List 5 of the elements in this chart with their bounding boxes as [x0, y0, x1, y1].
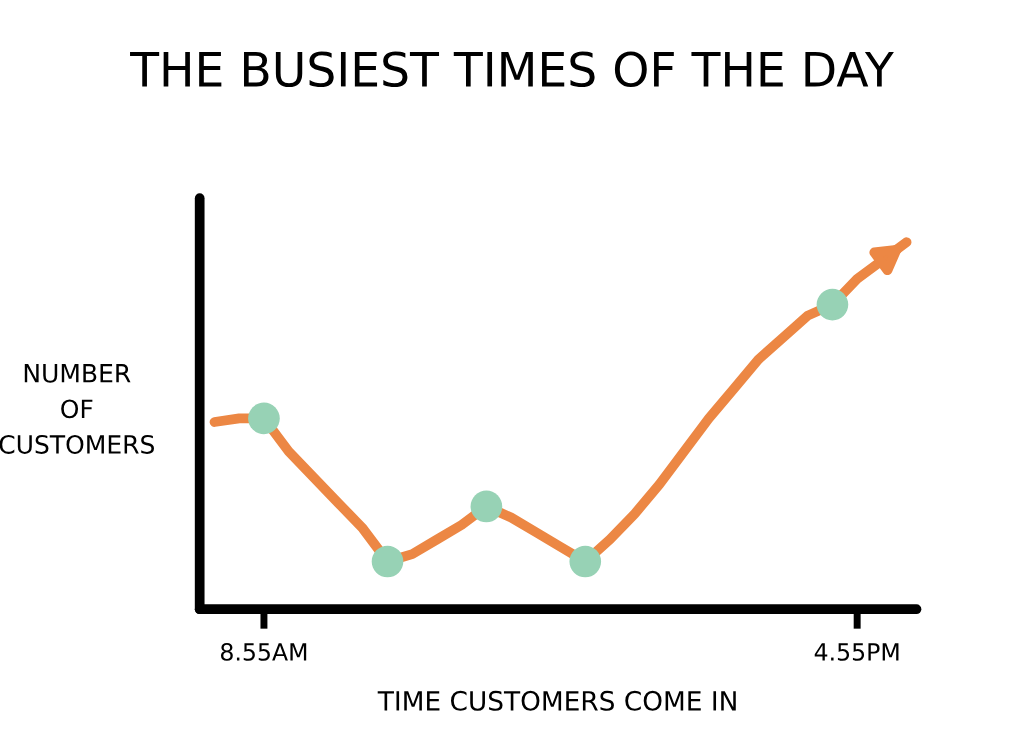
x-tick-label: 4.55PM [814, 643, 899, 661]
y-axis-title: NUMBER OF CUSTOMERS [0, 364, 154, 454]
x-tick-label: 8.55AM [221, 642, 307, 661]
x-axis-title: TIME CUSTOMERS COME IN [377, 690, 736, 711]
chart-title: THE BUSIEST TIMES OF THE DAY [130, 51, 894, 88]
